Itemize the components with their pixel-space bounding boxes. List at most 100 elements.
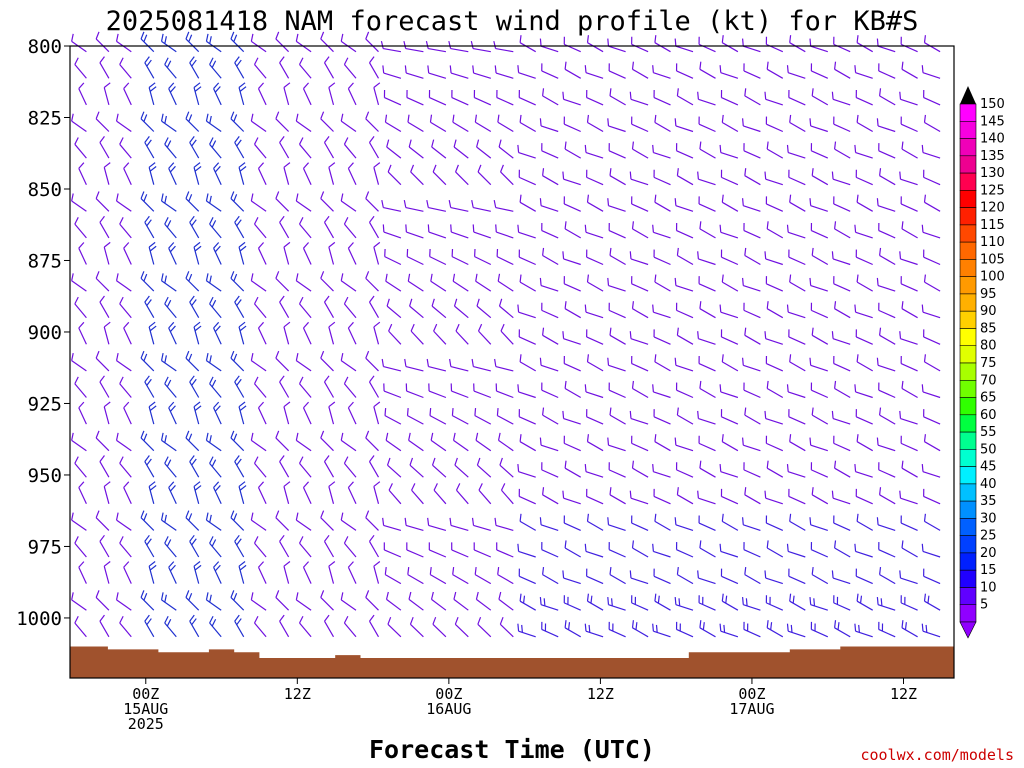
wind-barb — [519, 513, 537, 531]
wind-barb — [720, 249, 739, 266]
wind-barb — [115, 432, 132, 452]
wind-barb — [834, 540, 851, 558]
wind-barb — [653, 409, 671, 425]
wind-barb — [373, 82, 381, 106]
colorbar-label: 145 — [980, 114, 1005, 129]
wind-barb — [607, 596, 626, 611]
wind-barb — [923, 488, 941, 505]
wind-barb — [674, 277, 694, 292]
wind-barb — [298, 57, 312, 79]
colorbar-label: 45 — [980, 460, 997, 475]
wind-barb — [539, 596, 559, 611]
wind-barb — [119, 536, 132, 558]
wind-barb — [719, 384, 739, 399]
wind-barb — [697, 570, 716, 585]
wind-barb — [564, 61, 582, 79]
wind-barb — [764, 490, 783, 505]
wind-barb — [698, 355, 716, 372]
colorbar-swatch — [959, 379, 977, 398]
wind-barb — [343, 217, 357, 239]
wind-barb — [876, 437, 896, 452]
wind-barb — [368, 215, 380, 239]
wind-barb — [168, 82, 177, 106]
wind-barb — [698, 116, 716, 133]
wind-barb — [253, 217, 267, 239]
wind-barb — [901, 141, 918, 159]
x-tick-label: 00Z — [132, 685, 159, 703]
wind-barb — [519, 354, 537, 372]
colorbar-label: 120 — [980, 201, 1005, 216]
wind-barb — [148, 321, 157, 345]
colorbar-label: 105 — [980, 252, 1005, 267]
wind-barb — [323, 375, 335, 398]
wind-barb — [119, 57, 132, 79]
wind-barb — [541, 143, 559, 159]
wind-barb — [564, 301, 582, 319]
wind-barb — [230, 430, 245, 452]
x-tick-label: 15AUG — [123, 700, 168, 718]
wind-barb — [123, 162, 132, 185]
wind-barb — [388, 323, 402, 345]
wind-barb — [295, 512, 312, 531]
wind-barb — [631, 355, 649, 372]
wind-barb — [584, 304, 604, 319]
wind-barb — [810, 222, 829, 239]
wind-barb — [676, 168, 694, 186]
wind-barb — [741, 357, 761, 372]
wind-barb — [563, 515, 581, 531]
wind-barb — [71, 193, 87, 212]
wind-barb — [900, 515, 918, 531]
wind-barb — [901, 620, 918, 638]
wind-barb — [652, 463, 671, 478]
wind-barb — [786, 384, 806, 399]
wind-barb — [586, 249, 604, 266]
wind-barb — [298, 536, 312, 558]
wind-barb — [347, 401, 357, 425]
wind-barb — [653, 89, 671, 106]
wind-barb — [879, 327, 896, 345]
wind-barb — [834, 460, 851, 478]
wind-barb — [878, 63, 896, 79]
wind-barb — [71, 352, 87, 372]
wind-barb — [539, 118, 559, 133]
wind-barb — [123, 481, 132, 505]
wind-barb — [160, 193, 177, 212]
wind-barb — [741, 198, 761, 212]
wind-barb — [921, 304, 941, 319]
wind-barb — [373, 162, 381, 185]
wind-barb — [831, 91, 851, 106]
wind-barb — [340, 193, 357, 212]
wind-barb — [234, 56, 245, 79]
wind-barb — [675, 621, 694, 638]
wind-barb — [856, 114, 874, 133]
wind-barb — [654, 194, 671, 212]
wind-barb — [856, 354, 874, 372]
wind-barb — [78, 321, 87, 345]
wind-barb — [562, 251, 581, 266]
wind-barb — [347, 162, 357, 185]
wind-barb — [381, 358, 402, 372]
wind-barb — [539, 517, 559, 531]
wind-barb — [453, 298, 469, 319]
wind-barb — [654, 434, 671, 452]
wind-barb — [878, 621, 896, 638]
colorbar-swatch — [959, 500, 977, 519]
wind-barb — [119, 376, 132, 398]
wind-barb — [279, 455, 290, 478]
wind-barb — [209, 615, 222, 638]
wind-barb — [452, 566, 469, 585]
wind-barb — [123, 561, 132, 584]
wind-barb — [899, 410, 918, 425]
wind-barb — [234, 534, 245, 558]
wind-barb — [564, 380, 582, 399]
colorbar-swatch — [959, 259, 977, 277]
wind-barb — [71, 512, 87, 531]
wind-barb — [786, 144, 806, 159]
wind-barb — [584, 623, 604, 638]
wind-barb — [140, 510, 155, 531]
colorbar-label: 100 — [980, 270, 1005, 285]
wind-barb — [71, 273, 87, 292]
wind-barb — [428, 383, 447, 399]
colorbar-label: 35 — [980, 494, 997, 509]
